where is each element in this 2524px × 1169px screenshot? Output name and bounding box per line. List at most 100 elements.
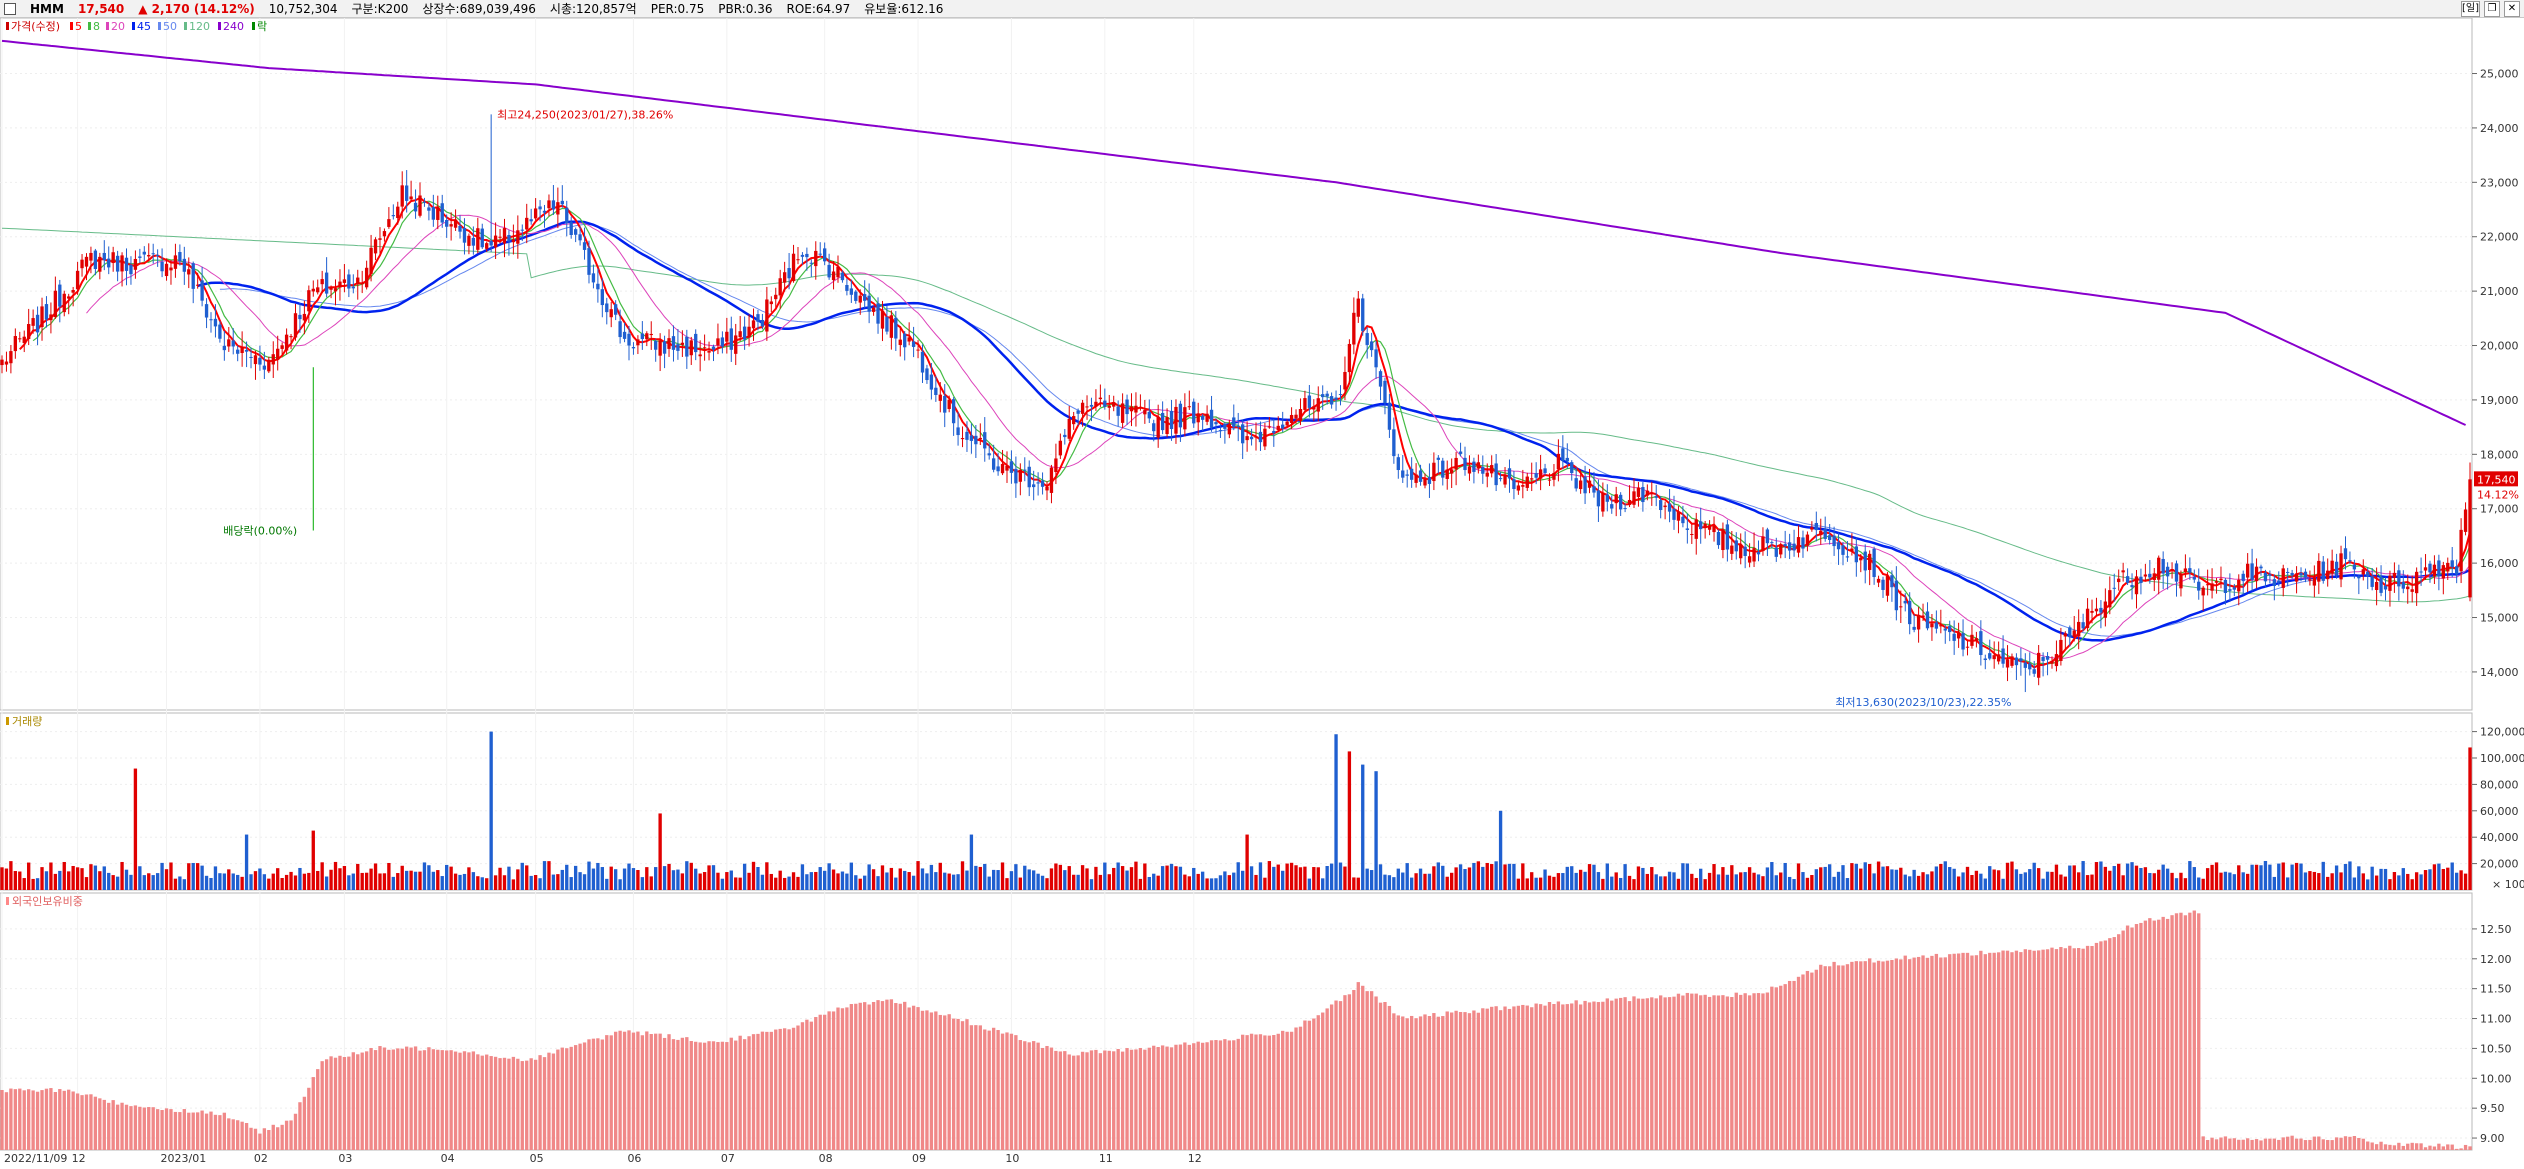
volume-bar <box>1045 878 1049 890</box>
candle-body <box>1819 530 1823 536</box>
volume-bar <box>262 874 267 890</box>
volume-bar <box>2103 866 2108 890</box>
legend-item: 45 <box>137 20 151 33</box>
foreign-ownership-bar <box>2406 1143 2410 1150</box>
candle-body <box>960 438 965 440</box>
volume-bar <box>871 869 876 890</box>
volume-bar <box>471 872 476 890</box>
foreign-ownership-bar <box>1845 964 1850 1150</box>
foreign-ownership-bar <box>689 1040 693 1150</box>
candle-body <box>2165 566 2170 577</box>
foreign-ownership-bar <box>240 1121 244 1150</box>
volume-bar <box>2379 868 2383 890</box>
candle-body <box>1174 406 1178 434</box>
volume-axis-tick-label: 80,000 <box>2480 778 2519 791</box>
pbr-label: PBR:0.36 <box>718 1 773 16</box>
restore-icon[interactable]: ❐ <box>2484 1 2500 17</box>
candle-body <box>1534 473 1538 478</box>
volume-bar <box>542 861 547 890</box>
volume-bar <box>1690 873 1694 890</box>
candle-body <box>1450 469 1454 474</box>
period-daily-button[interactable]: [일] <box>2460 1 2480 17</box>
volume-bar <box>1481 866 1485 890</box>
candle-body <box>311 288 315 292</box>
volume-bar <box>2036 868 2041 890</box>
candle-body <box>1605 494 1609 502</box>
volume-bar <box>680 873 685 890</box>
candle-body <box>627 333 631 346</box>
volume-bar <box>1378 864 1383 890</box>
candle-body <box>2441 565 2445 579</box>
candle-body <box>1618 494 1623 510</box>
volume-bar <box>631 868 636 890</box>
checkbox-icon[interactable] <box>4 2 16 15</box>
candle-body <box>1040 480 1045 487</box>
volume-bar <box>2312 871 2317 890</box>
candle-body <box>2170 569 2174 571</box>
foreign-ownership-bar <box>1218 1040 1223 1150</box>
foreign-ownership-bar <box>920 1010 925 1150</box>
foreign-ownership-bar <box>382 1047 387 1150</box>
foreign-ownership-bar <box>142 1107 146 1150</box>
volume-bar <box>1289 862 1294 890</box>
foreign-ownership-bar <box>1703 994 1707 1150</box>
volume-bar <box>1498 810 1503 890</box>
foreign-ownership-bar <box>876 1000 880 1150</box>
candle-body <box>551 200 556 210</box>
volume-bar <box>1058 864 1063 890</box>
foreign-ownership-bar <box>618 1030 622 1150</box>
foreign-ownership-bar <box>267 1130 271 1150</box>
foreign-ownership-bar <box>867 1004 871 1150</box>
candle-body <box>1565 457 1569 462</box>
volume-bar <box>2192 867 2196 890</box>
candle-body <box>507 234 511 242</box>
foreign-ownership-bar <box>1401 1016 1405 1150</box>
volume-bar <box>1845 878 1850 890</box>
volume-bar <box>191 862 195 890</box>
candle-body <box>622 331 627 339</box>
foreign-ownership-bar <box>2143 920 2148 1150</box>
volume-bar <box>440 876 444 890</box>
candle-body <box>1601 493 1605 512</box>
volume-bar <box>898 868 902 890</box>
foreign-ownership-bar <box>2090 946 2094 1150</box>
foreign-ownership-bar <box>903 1001 907 1150</box>
candle-body <box>889 315 894 338</box>
foreign-ownership-bar <box>1258 1034 1263 1150</box>
foreign-ownership-bar <box>2077 948 2081 1150</box>
foreign-ownership-bar <box>1174 1044 1178 1150</box>
candle-body <box>2272 579 2277 586</box>
foreign-ownership-bar <box>1627 1001 1632 1150</box>
foreign-ownership-bar <box>1823 966 1827 1150</box>
foreign-ownership-bar <box>1832 961 1836 1150</box>
foreign-ownership-bar <box>2157 919 2161 1150</box>
foreign-ownership-bar <box>115 1104 120 1150</box>
volume-bar <box>409 870 413 890</box>
foreign-ownership-bar <box>1241 1034 1245 1150</box>
volume-bar <box>1823 866 1827 890</box>
volume-bar <box>427 865 431 890</box>
foreign-ownership-bar <box>2050 947 2054 1150</box>
candle-body <box>587 248 591 275</box>
foreign-ownership-bar <box>645 1031 649 1150</box>
stock-chart[interactable]: 14,00015,00016,00017,00018,00019,00020,0… <box>0 18 2524 1169</box>
candle-body <box>1014 468 1018 484</box>
volume-bar <box>1672 872 1676 890</box>
candle-body <box>1236 426 1240 428</box>
foreign-ownership-bar <box>1307 1020 1312 1150</box>
foreign-ownership-bar <box>662 1037 667 1150</box>
volume-bar <box>271 873 275 890</box>
volume-bar <box>1556 873 1561 890</box>
foreign-ownership-bar <box>938 1014 942 1150</box>
volume-bar <box>458 874 462 890</box>
volume-bar <box>1076 874 1080 890</box>
volume-bar <box>805 874 809 890</box>
close-icon[interactable]: ✕ <box>2504 1 2520 17</box>
foreign-ownership-bar <box>422 1050 427 1150</box>
foreign-ownership-bar <box>1494 1006 1498 1150</box>
candle-body <box>1405 474 1409 476</box>
candle-body <box>476 228 480 250</box>
candle-body <box>1107 405 1111 408</box>
volume-bar <box>2263 860 2268 890</box>
volume-bar <box>253 871 258 890</box>
